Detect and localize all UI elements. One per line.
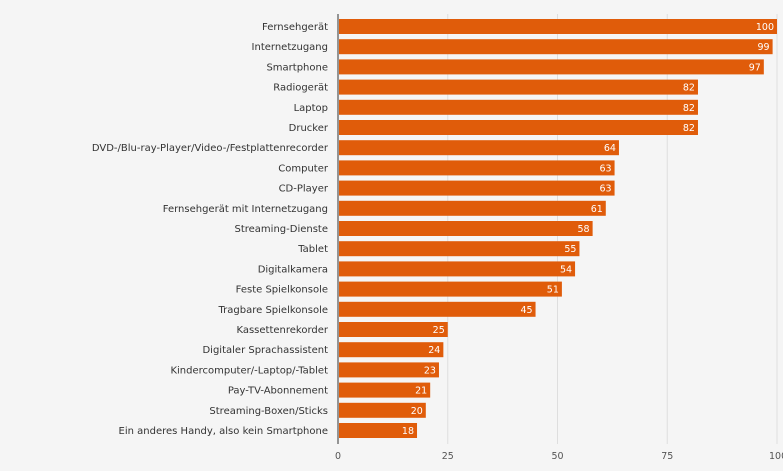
bar: [339, 221, 593, 236]
category-label: Digitalkamera: [258, 264, 328, 275]
bar: [339, 382, 431, 398]
bar: [339, 261, 576, 277]
category-label: Drucker: [289, 123, 329, 134]
data-label: 63: [599, 163, 611, 174]
x-tick-label: 100: [769, 451, 783, 462]
bar: [339, 200, 606, 216]
category-label: Radiogerät: [273, 83, 328, 94]
x-tick-label: 75: [661, 451, 673, 462]
category-label: Kindercomputer/-Laptop/-Tablet: [170, 365, 328, 376]
data-label: 100: [756, 22, 774, 33]
bar: [339, 322, 448, 337]
data-label: 24: [428, 345, 440, 356]
bar: [339, 342, 444, 358]
data-label: 23: [424, 365, 436, 376]
category-label: Laptop: [294, 103, 328, 114]
bar: [339, 160, 615, 176]
data-label: 21: [415, 386, 427, 397]
bar: [339, 79, 698, 95]
bar: [339, 39, 773, 55]
category-label: Fernsehgerät mit Internetzugang: [163, 204, 328, 215]
category-label: Kassettenrekorder: [236, 325, 328, 336]
bar: [339, 99, 698, 115]
bar: [339, 140, 619, 156]
category-labels: Fernsehgerät Internetzugang Smartphone Radi…: [92, 22, 329, 437]
data-label: 20: [411, 406, 423, 417]
category-label: Streaming-Dienste: [234, 224, 328, 235]
category-label: DVD-/Blu-ray-Player/Video-/Festplattenre…: [92, 143, 329, 154]
category-label: Digitaler Sprachassistent: [202, 345, 328, 356]
category-label: Tablet: [297, 244, 328, 255]
bar: [339, 281, 562, 297]
data-label: 51: [547, 285, 559, 296]
bar: [339, 241, 580, 257]
bar: [339, 423, 418, 438]
bar: [339, 402, 426, 418]
data-label: 45: [520, 305, 532, 316]
data-label: 82: [683, 83, 695, 94]
bar: [339, 301, 536, 317]
data-label: 82: [683, 103, 695, 114]
data-label: 55: [564, 244, 576, 255]
data-label: 82: [683, 123, 695, 134]
x-tick-label: 0: [335, 451, 341, 462]
bar: [339, 19, 777, 34]
data-label: 18: [402, 426, 414, 437]
data-label: 63: [599, 184, 611, 195]
x-tick-label: 25: [442, 451, 454, 462]
bar: [339, 120, 698, 135]
category-label: Feste Spielkonsole: [236, 285, 328, 296]
bar: [339, 362, 439, 378]
bars-layer: [339, 19, 777, 438]
category-label: Streaming-Boxen/Sticks: [209, 406, 328, 417]
category-label: Tragbare Spielkonsole: [218, 305, 328, 316]
x-tick-label: 50: [551, 451, 563, 462]
data-label: 99: [758, 42, 770, 53]
data-label: 54: [560, 264, 572, 275]
category-label: Computer: [278, 163, 329, 174]
bar: [339, 180, 615, 196]
category-label: Smartphone: [266, 62, 328, 73]
category-label: Ein anderes Handy, also kein Smartphone: [119, 426, 328, 437]
category-label: Fernsehgerät: [262, 22, 328, 33]
category-label: Pay-TV-Abonnement: [228, 386, 328, 397]
category-label: CD-Player: [279, 184, 329, 195]
data-label: 97: [749, 62, 761, 73]
data-label: 64: [604, 143, 616, 154]
data-label: 25: [433, 325, 445, 336]
data-label: 58: [578, 224, 590, 235]
category-label: Internetzugang: [252, 42, 328, 53]
x-axis-ticks: 0 25 50 75 100: [335, 451, 783, 462]
data-label: 61: [591, 204, 603, 215]
bar: [339, 59, 764, 75]
